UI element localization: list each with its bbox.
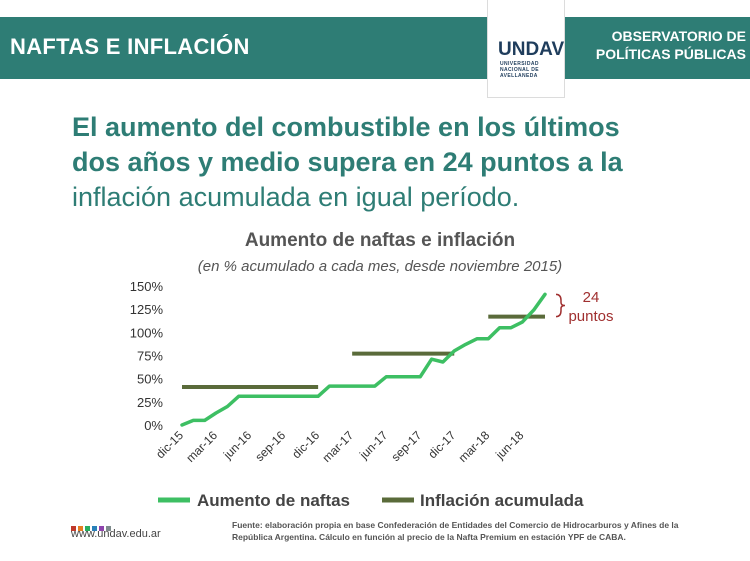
x-tick-label: mar-16 — [183, 428, 220, 465]
footer-dot — [85, 526, 90, 531]
annotation-brace — [555, 293, 566, 318]
y-tick-label: 75% — [137, 349, 163, 364]
headline-line-2: dos años y medio supera en 24 puntos a l… — [72, 147, 623, 177]
organization-line-1: OBSERVATORIO DE — [611, 28, 746, 44]
x-tick-label: mar-18 — [456, 428, 493, 465]
chart-subtitle: (en % acumulado a cada mes, desde noviem… — [197, 258, 563, 275]
annotation-label: puntos — [568, 308, 613, 325]
undav-logo: UNDAV UNIVERSIDAD NACIONAL DE AVELLANEDA — [487, 0, 565, 98]
x-tick-label: mar-17 — [319, 428, 356, 465]
x-tick-label: jun-17 — [356, 428, 390, 462]
annotation-value: 24 — [583, 289, 600, 306]
page-title: NAFTAS E INFLACIÓN — [10, 34, 250, 59]
x-tick-label: sep-17 — [388, 428, 424, 464]
organization-line-2: POLÍTICAS PÚBLICAS — [595, 46, 746, 62]
organization-name: OBSERVATORIO DE POLÍTICAS PÚBLICAS — [572, 27, 746, 63]
y-tick-label: 100% — [130, 325, 164, 340]
fuel-price-line — [180, 292, 547, 427]
source-line-1: Fuente: elaboración propia en base Confe… — [232, 520, 679, 530]
y-tick-label: 25% — [137, 395, 163, 410]
header-band — [0, 17, 750, 79]
source-line-2: República Argentina. Cálculo en función … — [232, 532, 626, 542]
undav-logo-text: UNIVERSIDAD NACIONAL DE AVELLANEDA — [500, 61, 554, 79]
y-tick-label: 50% — [137, 372, 163, 387]
footer-dot — [71, 526, 76, 531]
legend-label-inflation: Inflación acumulada — [420, 491, 584, 510]
footer-color-dots — [71, 518, 113, 531]
chart-title: Aumento de naftas e inflación — [244, 230, 516, 251]
undav-logo-mark: UNDAV — [498, 39, 565, 60]
headline: El aumento del combustible en los último… — [72, 110, 712, 215]
footer-source-note: Fuente: elaboración propia en base Confe… — [232, 519, 702, 543]
y-tick-label: 150% — [130, 279, 164, 294]
x-tick-label: jun-18 — [492, 428, 526, 462]
x-tick-label: dic-16 — [289, 428, 322, 461]
footer-dot — [92, 526, 97, 531]
x-tick-label: dic-17 — [425, 428, 458, 461]
footer-url-link[interactable]: www.undav.edu.ar — [71, 528, 161, 540]
headline-line-1: El aumento del combustible en los último… — [72, 112, 620, 142]
footer-dot — [106, 526, 111, 531]
y-tick-label: 0% — [144, 418, 163, 433]
logo-line-1: UNIVERSIDAD — [500, 61, 539, 67]
x-tick-label: sep-16 — [252, 428, 288, 464]
logo-line-3: AVELLANEDA — [500, 73, 538, 79]
legend-label-fuel: Aumento de naftas — [197, 491, 350, 510]
x-tick-label: jun-16 — [220, 428, 254, 462]
footer-dot — [78, 526, 83, 531]
y-tick-label: 125% — [130, 302, 164, 317]
footer-dot — [99, 526, 104, 531]
logo-line-2: NACIONAL DE — [500, 67, 540, 73]
headline-line-3: inflación acumulada en igual período. — [72, 182, 520, 212]
